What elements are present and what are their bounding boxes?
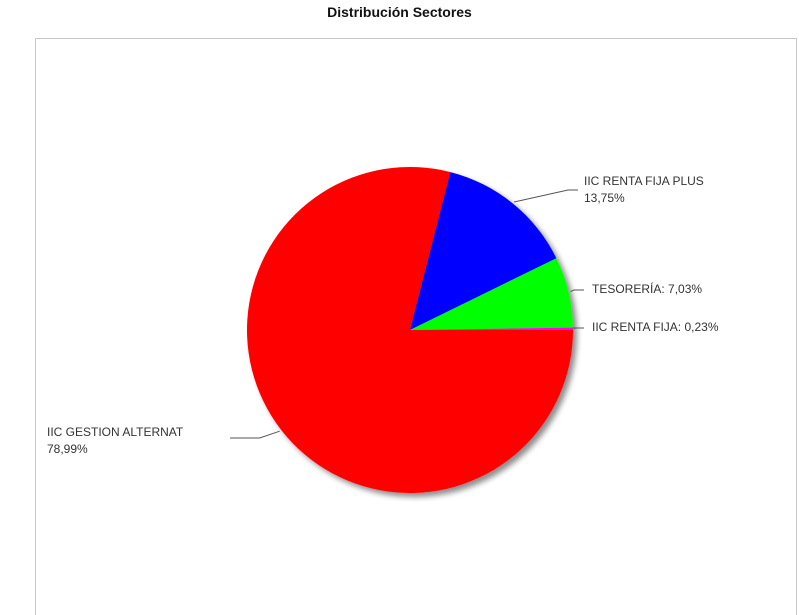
slice-label-4: IIC RENTA FIJA: 0,23% <box>592 320 719 334</box>
slice-name: IIC GESTION ALTERNAT <box>47 425 184 439</box>
slice-label-3: TESORERÍA: 7,03% <box>592 281 702 296</box>
slice-percent: 0,23% <box>684 320 718 334</box>
leader-line-3 <box>570 290 584 292</box>
slice-percent: 7,03% <box>668 282 702 296</box>
leader-line-2 <box>514 190 578 202</box>
slice-name: IIC RENTA FIJA PLUS <box>584 174 704 188</box>
slice-label-2: IIC RENTA FIJA PLUS 13,75% <box>584 174 704 205</box>
slice-label-1: IIC GESTION ALTERNAT 78,99% <box>47 425 184 456</box>
slice-percent: 78,99% <box>47 442 88 456</box>
slice-percent: 13,75% <box>584 191 625 205</box>
slice-name: TESORERÍA: <box>592 281 668 296</box>
slice-name: IIC RENTA FIJA: <box>592 320 684 334</box>
leader-line-4 <box>574 328 584 329</box>
pie-slices <box>247 167 573 493</box>
leader-line-1 <box>230 431 280 438</box>
